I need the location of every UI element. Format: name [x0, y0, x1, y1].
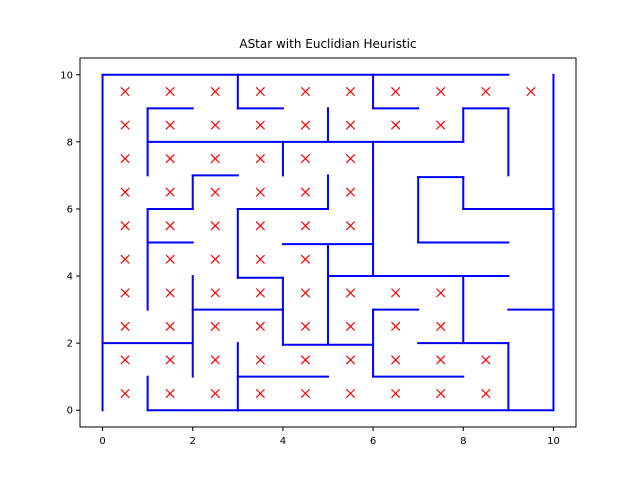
visited-marker	[300, 154, 311, 164]
visited-marker	[300, 254, 311, 264]
visited-marker	[436, 288, 446, 298]
x-tick-label: 10	[547, 436, 560, 447]
visited-marker	[165, 288, 175, 298]
visited-marker	[300, 120, 311, 130]
visited-marker	[210, 120, 220, 130]
visited-marker	[300, 321, 311, 331]
visited-marker	[255, 388, 265, 399]
visited-marker	[165, 221, 175, 231]
visited-marker	[436, 355, 446, 365]
visited-marker	[436, 120, 446, 130]
y-tick-label: 0	[67, 406, 73, 417]
visited-marker	[210, 86, 220, 97]
visited-marker	[391, 388, 401, 399]
visited-marker	[210, 221, 220, 231]
plot-frame	[79, 57, 577, 428]
y-tick-label: 4	[67, 272, 73, 283]
visited-marker	[255, 355, 265, 365]
visited-marker	[210, 321, 220, 331]
visited-marker	[120, 221, 130, 231]
visited-marker	[120, 355, 130, 365]
visited-marker	[300, 86, 311, 97]
visited-marker	[436, 388, 446, 399]
visited-marker	[120, 187, 130, 197]
x-tick-label: 8	[460, 436, 466, 447]
visited-marker	[255, 321, 265, 331]
visited-marker	[481, 355, 491, 365]
visited-marker	[210, 187, 220, 197]
visited-marker	[120, 254, 130, 264]
visited-marker	[300, 221, 311, 231]
visited-marker	[481, 86, 491, 97]
visited-marker	[210, 288, 220, 298]
visited-marker	[165, 388, 175, 399]
visited-marker	[345, 187, 356, 197]
visited-markers	[120, 86, 536, 399]
visited-marker	[210, 355, 220, 365]
visited-marker	[526, 86, 536, 97]
visited-marker	[481, 388, 491, 399]
visited-marker	[345, 288, 356, 298]
visited-marker	[255, 120, 265, 130]
visited-marker	[391, 288, 401, 298]
y-axis-ticks: 0 2 4 6 8 10	[60, 70, 80, 417]
visited-marker	[391, 86, 401, 97]
visited-marker	[120, 86, 130, 97]
visited-marker	[345, 221, 356, 231]
visited-marker	[345, 321, 356, 331]
x-tick-label: 0	[99, 436, 105, 447]
x-tick-label: 4	[280, 436, 286, 447]
y-tick-label: 8	[67, 137, 73, 148]
visited-marker	[165, 120, 175, 130]
x-tick-label: 6	[370, 436, 376, 447]
x-axis-ticks: 0 2 4 6 8 10	[99, 427, 560, 447]
visited-marker	[255, 221, 265, 231]
visited-marker	[255, 254, 265, 264]
visited-marker	[255, 187, 265, 197]
visited-marker	[120, 321, 130, 331]
visited-marker	[165, 86, 175, 97]
visited-marker	[300, 288, 311, 298]
visited-marker	[165, 355, 175, 365]
visited-marker	[300, 187, 311, 197]
visited-marker	[300, 388, 311, 399]
visited-marker	[120, 154, 130, 164]
visited-marker	[255, 288, 265, 298]
visited-marker	[120, 388, 130, 399]
visited-marker	[165, 154, 175, 164]
visited-marker	[436, 321, 446, 331]
visited-marker	[165, 254, 175, 264]
visited-marker	[391, 120, 401, 130]
visited-marker	[210, 154, 220, 164]
visited-marker	[345, 388, 356, 399]
visited-marker	[345, 86, 356, 97]
visited-marker	[345, 120, 356, 130]
chart-title: AStar with Euclidian Heuristic	[239, 37, 416, 51]
y-tick-label: 10	[60, 70, 73, 81]
visited-marker	[255, 154, 265, 164]
visited-marker	[391, 321, 401, 331]
y-tick-label: 6	[67, 204, 73, 215]
visited-marker	[210, 254, 220, 264]
visited-marker	[120, 288, 130, 298]
visited-marker	[165, 187, 175, 197]
x-tick-label: 2	[190, 436, 196, 447]
visited-marker	[210, 388, 220, 399]
y-tick-label: 2	[67, 339, 73, 350]
visited-marker	[345, 154, 356, 164]
maze-walls	[101, 73, 555, 412]
visited-marker	[300, 355, 311, 365]
visited-marker	[165, 321, 175, 331]
visited-marker	[436, 86, 446, 97]
visited-marker	[391, 355, 401, 365]
visited-marker	[120, 120, 130, 130]
visited-marker	[255, 86, 265, 97]
visited-marker	[345, 355, 356, 365]
